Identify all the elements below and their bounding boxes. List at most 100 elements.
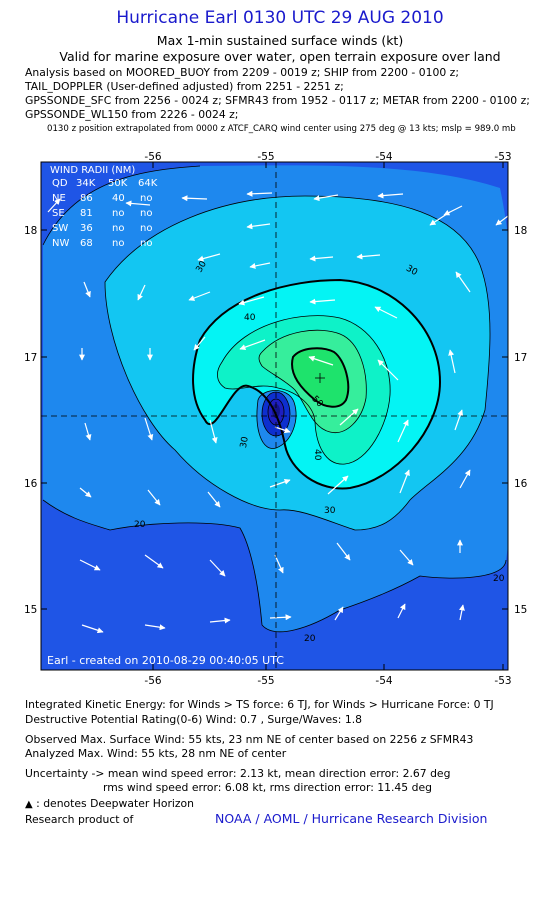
- noaa-credit-link[interactable]: NOAA / AOML / Hurricane Research Divisio…: [215, 811, 488, 826]
- wind-vector: [137, 284, 146, 301]
- contour-line-inner: [256, 390, 297, 449]
- triangle-icon: ▲: [25, 799, 33, 810]
- wind-vector: [239, 339, 266, 350]
- wind-vector: [459, 469, 471, 489]
- deepwater-legend-text: : denotes Deepwater Horizon: [32, 797, 195, 810]
- wind-vector: [193, 336, 206, 351]
- wind-vector: [246, 223, 271, 230]
- wind-radii-cell: no: [112, 238, 124, 249]
- wind-vector: [336, 542, 351, 561]
- contour-label: 20: [134, 520, 146, 530]
- uncertainty-line-2: rms wind speed error: 6.08 kt, rms direc…: [103, 781, 432, 794]
- wind-radii-cell: 40: [112, 193, 125, 204]
- wind-vector: [209, 559, 226, 577]
- x-tick-label-bottom: -56: [144, 675, 161, 687]
- wind-vector: [84, 422, 92, 441]
- x-tick-label-bottom: -55: [257, 675, 274, 687]
- wind-vector: [238, 296, 265, 306]
- wind-vector: [309, 298, 336, 305]
- contour-label: 40: [244, 313, 256, 323]
- y-tick-label-right: 18: [514, 225, 527, 237]
- wind-vector: [83, 281, 91, 298]
- wind-vector: [144, 554, 164, 569]
- x-tick-label-top: -54: [375, 151, 392, 163]
- wind-radii-cell: 68: [80, 238, 93, 249]
- wind-vector: [47, 198, 61, 213]
- wind-radii-col-header: 64K: [138, 178, 158, 189]
- wind-vector: [399, 469, 410, 494]
- wind-radii-cell: NW: [52, 238, 69, 249]
- wind-radii-cell: no: [112, 208, 124, 219]
- wind-vector: [327, 475, 349, 495]
- wind-radii-cell: no: [140, 223, 152, 234]
- y-tick-label-left: 15: [24, 604, 37, 616]
- chart-title: Hurricane Earl 0130 UTC 29 AUG 2010: [116, 8, 444, 28]
- wind-vector: [269, 614, 292, 621]
- contour-line-50: [291, 347, 350, 408]
- deepwater-legend: ▲ : denotes Deepwater Horizon: [25, 797, 194, 810]
- contour-line-20: [42, 499, 507, 633]
- x-tick-label-top: -55: [257, 151, 274, 163]
- wind-vector: [125, 200, 151, 207]
- y-tick-label-left: 18: [24, 225, 37, 237]
- contour-line-45: [258, 329, 367, 433]
- wind-radii-cell: no: [140, 193, 152, 204]
- wind-vector: [144, 624, 166, 631]
- analyzed-max-wind: Analyzed Max. Wind: 55 kts, 28 nm NE of …: [25, 747, 287, 760]
- wind-vector: [495, 209, 517, 226]
- wind-vector: [246, 190, 273, 197]
- position-note: 0130 z position extrapolated from 0000 z…: [47, 124, 516, 134]
- analysis-line: TAIL_DOPPLER (User-defined adjusted) fro…: [25, 80, 344, 93]
- y-tick-label-left: 17: [24, 352, 37, 364]
- wind-radii-cell: no: [140, 238, 152, 249]
- y-tick-label-left: 16: [24, 478, 38, 490]
- wind-vector: [274, 426, 291, 434]
- wind-vector: [356, 253, 381, 260]
- contour-label: 40: [312, 449, 322, 461]
- wind-vector: [399, 549, 414, 566]
- plot-frame: [40, 161, 509, 671]
- wind-vector: [397, 603, 406, 619]
- wind-vector: [454, 409, 464, 431]
- wind-radii-col-header: QD: [52, 178, 68, 189]
- wind-vector: [448, 349, 456, 374]
- wind-vector: [397, 419, 409, 443]
- x-tick-label-top: -56: [144, 151, 161, 163]
- wind-radii-cell: SW: [52, 223, 68, 234]
- wind-vector: [269, 478, 291, 488]
- wind-vector: [313, 194, 339, 202]
- wind-vector: [144, 417, 154, 441]
- wind-radii-table: WIND RADII (NM) QD 34K 50K 64K NE 86 40 …: [47, 165, 284, 667]
- wind-vector: [79, 487, 92, 498]
- wind-vector: [377, 192, 404, 199]
- credit-text: Earl - created on 2010-08-29 00:40:05 UT…: [47, 654, 284, 667]
- wind-vector: [334, 606, 344, 621]
- y-tick-label-right: 16: [514, 478, 528, 490]
- analysis-line: Analysis based on MOORED_BUOY from 2209 …: [25, 66, 459, 79]
- wind-radii-cell: NE: [52, 193, 66, 204]
- contour-line-34: [192, 278, 442, 490]
- wind-vector: [207, 491, 221, 508]
- wind-vector: [374, 306, 398, 319]
- wind-radii-cell: no: [140, 208, 152, 219]
- x-tick-label-top: -53: [494, 151, 511, 163]
- x-tick-label-bottom: -54: [375, 675, 392, 687]
- wind-radii-cell: 81: [80, 208, 93, 219]
- wind-vector: [197, 253, 221, 262]
- contour-line-30: [104, 195, 491, 531]
- wind-radii-col-header: 50K: [108, 178, 128, 189]
- wind-vector-field: [47, 190, 517, 634]
- wind-vector: [209, 617, 231, 624]
- contour-line-20-north: [42, 165, 201, 246]
- y-tick-label-right: 15: [514, 604, 527, 616]
- wind-vector: [458, 604, 465, 621]
- y-tick-label-right: 17: [514, 352, 527, 364]
- wind-radii-col-header: 34K: [76, 178, 96, 189]
- wind-radii-title: WIND RADII (NM): [50, 165, 135, 176]
- observed-max-wind: Observed Max. Surface Wind: 55 kts, 23 n…: [25, 733, 474, 746]
- wind-vector: [377, 359, 399, 381]
- contour-line-40: [217, 315, 391, 465]
- wind-vector: [339, 408, 359, 426]
- wind-field-plot: 20 20 20 30 30 30 30 40 40 50: [24, 151, 528, 687]
- analysis-line: GPSSONDE_WL150 from 2226 - 0024 z;: [25, 108, 239, 121]
